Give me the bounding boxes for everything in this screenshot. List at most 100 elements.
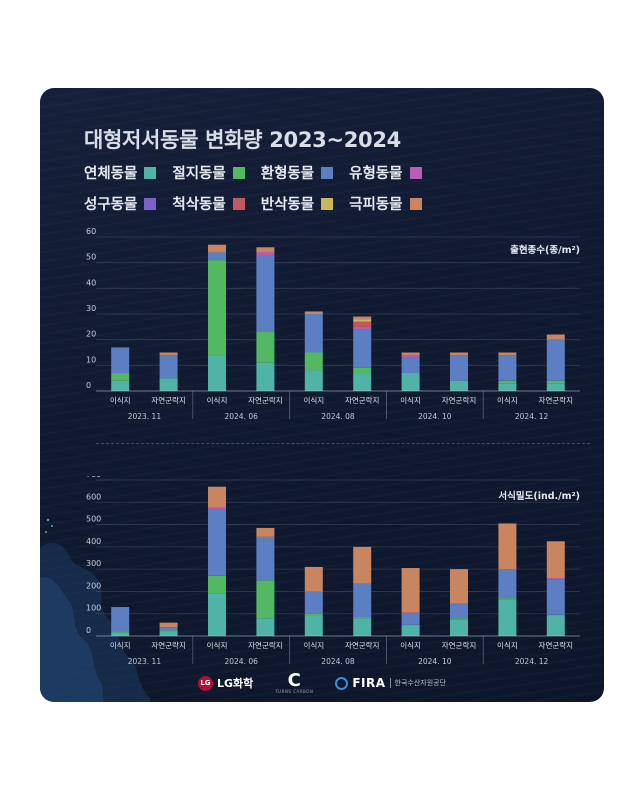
x-tick-label: 이식지	[497, 395, 518, 405]
bar-segment	[256, 527, 275, 537]
bar-segment	[256, 247, 275, 253]
group-label: 2023. 11	[128, 412, 162, 421]
bar-segment	[208, 355, 226, 391]
legend-swatch	[232, 197, 245, 210]
y-tick-label: 50	[86, 253, 96, 262]
bar-segment	[353, 618, 372, 636]
group-label: 2024. 06	[224, 412, 258, 421]
bar-segment	[304, 311, 323, 314]
bar-segment	[546, 579, 565, 615]
fira-text: FIRA	[352, 676, 386, 690]
x-tick-label: 이식지	[303, 395, 324, 405]
bar-segment	[353, 321, 372, 327]
x-tick-label: 자연군락지	[539, 396, 574, 405]
legend-swatch	[232, 166, 245, 179]
bar-segment	[304, 370, 323, 391]
y-tick-label: 600	[86, 492, 101, 501]
lg-chem-logo: LG LG화학	[197, 675, 253, 691]
bar-segment	[208, 252, 226, 261]
bar-segment	[256, 254, 275, 332]
bar-segment	[546, 334, 565, 340]
bar-segment	[546, 578, 565, 580]
y-tick-label: 0	[86, 381, 91, 390]
bar-segment	[498, 355, 517, 381]
bar-segment	[546, 614, 565, 616]
bar-segment	[159, 355, 178, 379]
bar-segment	[498, 599, 517, 636]
bar-segment	[256, 252, 275, 255]
x-tick-label: 이식지	[400, 640, 421, 650]
bar-segment	[353, 617, 372, 619]
bar-segment	[208, 593, 226, 636]
bar-segment	[498, 569, 517, 599]
c-mark-icon: C	[287, 669, 301, 691]
bar-segment	[353, 583, 372, 618]
bar-segment	[208, 575, 226, 594]
y-tick-label: 60	[86, 228, 96, 236]
legend-label: 성구동물	[84, 197, 138, 213]
bar-segment	[256, 618, 275, 636]
legend-item: 절지동물	[172, 162, 245, 183]
bar-segment	[498, 383, 517, 391]
bar-segment	[546, 615, 565, 636]
bar-segment	[353, 546, 372, 584]
bar-segment	[256, 362, 275, 391]
y-tick-label: 40	[86, 278, 96, 287]
legend-swatch	[409, 166, 422, 179]
bar-segment	[256, 537, 275, 581]
legend-swatch	[144, 197, 157, 210]
fira-subtext: 한국수산자원공단	[389, 678, 446, 688]
legend-swatch	[144, 166, 157, 179]
bar-segment	[208, 260, 226, 356]
bar-segment	[304, 314, 323, 353]
species-count-chart: 0 10 20 30 40 50 60 출현종수(종/m²) 이식지 자연군락지 이식지 자연군락지 이…	[86, 228, 580, 421]
bar-segment	[111, 631, 130, 633]
x-tick-label: 이식지	[110, 395, 131, 405]
legend-label: 반삭동물	[260, 197, 315, 213]
y-tick-label: 10	[86, 355, 96, 364]
bar-segment	[401, 624, 420, 626]
bar-segment	[304, 615, 323, 636]
bar-segment	[401, 612, 420, 614]
bar-segment	[159, 630, 178, 632]
bar-segment	[401, 352, 420, 356]
bar-segment	[546, 541, 565, 579]
y-axis-label: 서식밀도(ind./m²)	[498, 490, 580, 502]
bar-segment	[208, 244, 226, 253]
bar-segment	[304, 352, 323, 371]
legend-swatch	[409, 197, 422, 210]
x-tick-label: 이식지	[303, 640, 324, 650]
bar-segment	[498, 598, 517, 600]
bar-segment	[546, 380, 565, 384]
legend-item: 반삭동물	[260, 193, 334, 214]
legend-item: 성구동물	[84, 193, 157, 214]
group-label: 2024. 12	[515, 657, 549, 666]
y-tick-label: 700	[86, 476, 101, 479]
bar-segment	[111, 607, 130, 632]
infographic-card: 대형저서동물 변화량 2023~2024 연체동물 절지동물 환형동물 유형동물…	[40, 88, 604, 702]
bar-segment	[111, 380, 130, 391]
x-tick-label: 자연군락지	[345, 641, 380, 650]
bar-segment	[159, 378, 178, 391]
bar-segment	[498, 523, 517, 570]
bar-segment	[450, 618, 468, 620]
x-tick-label: 이식지	[207, 395, 228, 405]
bar-segment	[353, 373, 372, 391]
bar-segment	[159, 622, 178, 628]
legend-swatch	[321, 197, 334, 210]
legend-label: 환형동물	[260, 166, 315, 182]
x-tick-label: 이식지	[497, 640, 518, 650]
legend-label: 연체동물	[84, 166, 138, 182]
bar-segment	[401, 355, 420, 358]
group-label: 2024. 08	[321, 412, 355, 421]
bar-segment	[304, 591, 323, 614]
bar-segment	[353, 319, 372, 322]
x-tick-label: 자연군락지	[248, 396, 283, 405]
sponsor-logos: LG LG화학 C TURNS CARBON FIRA 한국수산자원공단	[40, 670, 604, 696]
x-tick-label: 이식지	[110, 640, 131, 650]
group-label: 2024. 06	[224, 657, 258, 666]
x-tick-label: 자연군락지	[539, 641, 574, 650]
legend-label: 극피동물	[349, 197, 403, 213]
y-tick-label: 200	[86, 581, 101, 590]
bar-segment	[304, 613, 323, 616]
